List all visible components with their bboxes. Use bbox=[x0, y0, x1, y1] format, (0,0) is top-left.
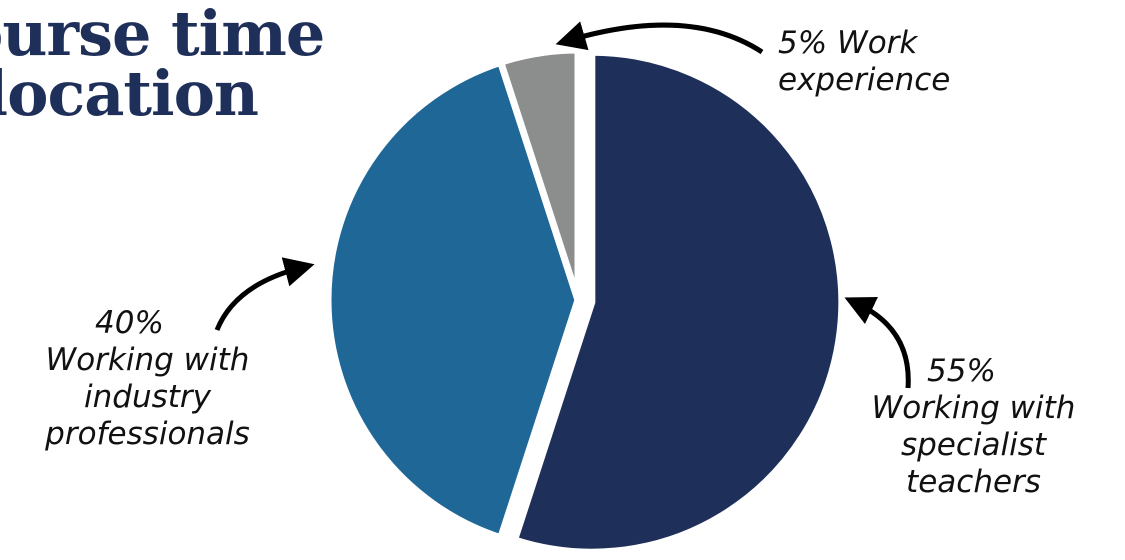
label-specialist-teachers-line-3: teachers bbox=[906, 464, 1041, 500]
label-specialist-teachers: 55% Working with specialist teachers bbox=[822, 353, 1125, 501]
pie-slice-1 bbox=[510, 48, 846, 556]
arrow-work-experience bbox=[555, 21, 764, 55]
label-work-experience: 5% Work experience bbox=[778, 25, 950, 99]
label-industry-professionals: 40% Working with industry professionals bbox=[0, 305, 295, 453]
label-specialist-teachers-line-1: Working with bbox=[871, 390, 1076, 426]
label-work-experience-line-1: Work bbox=[837, 25, 918, 61]
label-industry-professionals-line-1: Working with bbox=[45, 342, 250, 378]
chart-title: ourse time llocation bbox=[0, 0, 325, 130]
label-specialist-teachers-line-2: specialist bbox=[900, 427, 1047, 463]
label-specialist-teachers-pct: 55% bbox=[927, 353, 996, 389]
label-industry-professionals-line-3: professionals bbox=[45, 416, 250, 452]
arrow-industry-professionals bbox=[214, 257, 315, 331]
chart-title-line-2: llocation bbox=[0, 57, 259, 130]
chart-title-line-1: ourse time bbox=[0, 0, 325, 70]
label-industry-professionals-pct: 40% bbox=[95, 305, 164, 341]
arrow-specialist-teachers bbox=[844, 297, 911, 389]
pie-slice-2 bbox=[324, 57, 582, 543]
label-work-experience-pct: 5% bbox=[778, 25, 828, 61]
label-work-experience-line-2: experience bbox=[778, 62, 951, 98]
label-industry-professionals-line-2: industry bbox=[84, 379, 211, 415]
pie-slices bbox=[324, 46, 846, 556]
